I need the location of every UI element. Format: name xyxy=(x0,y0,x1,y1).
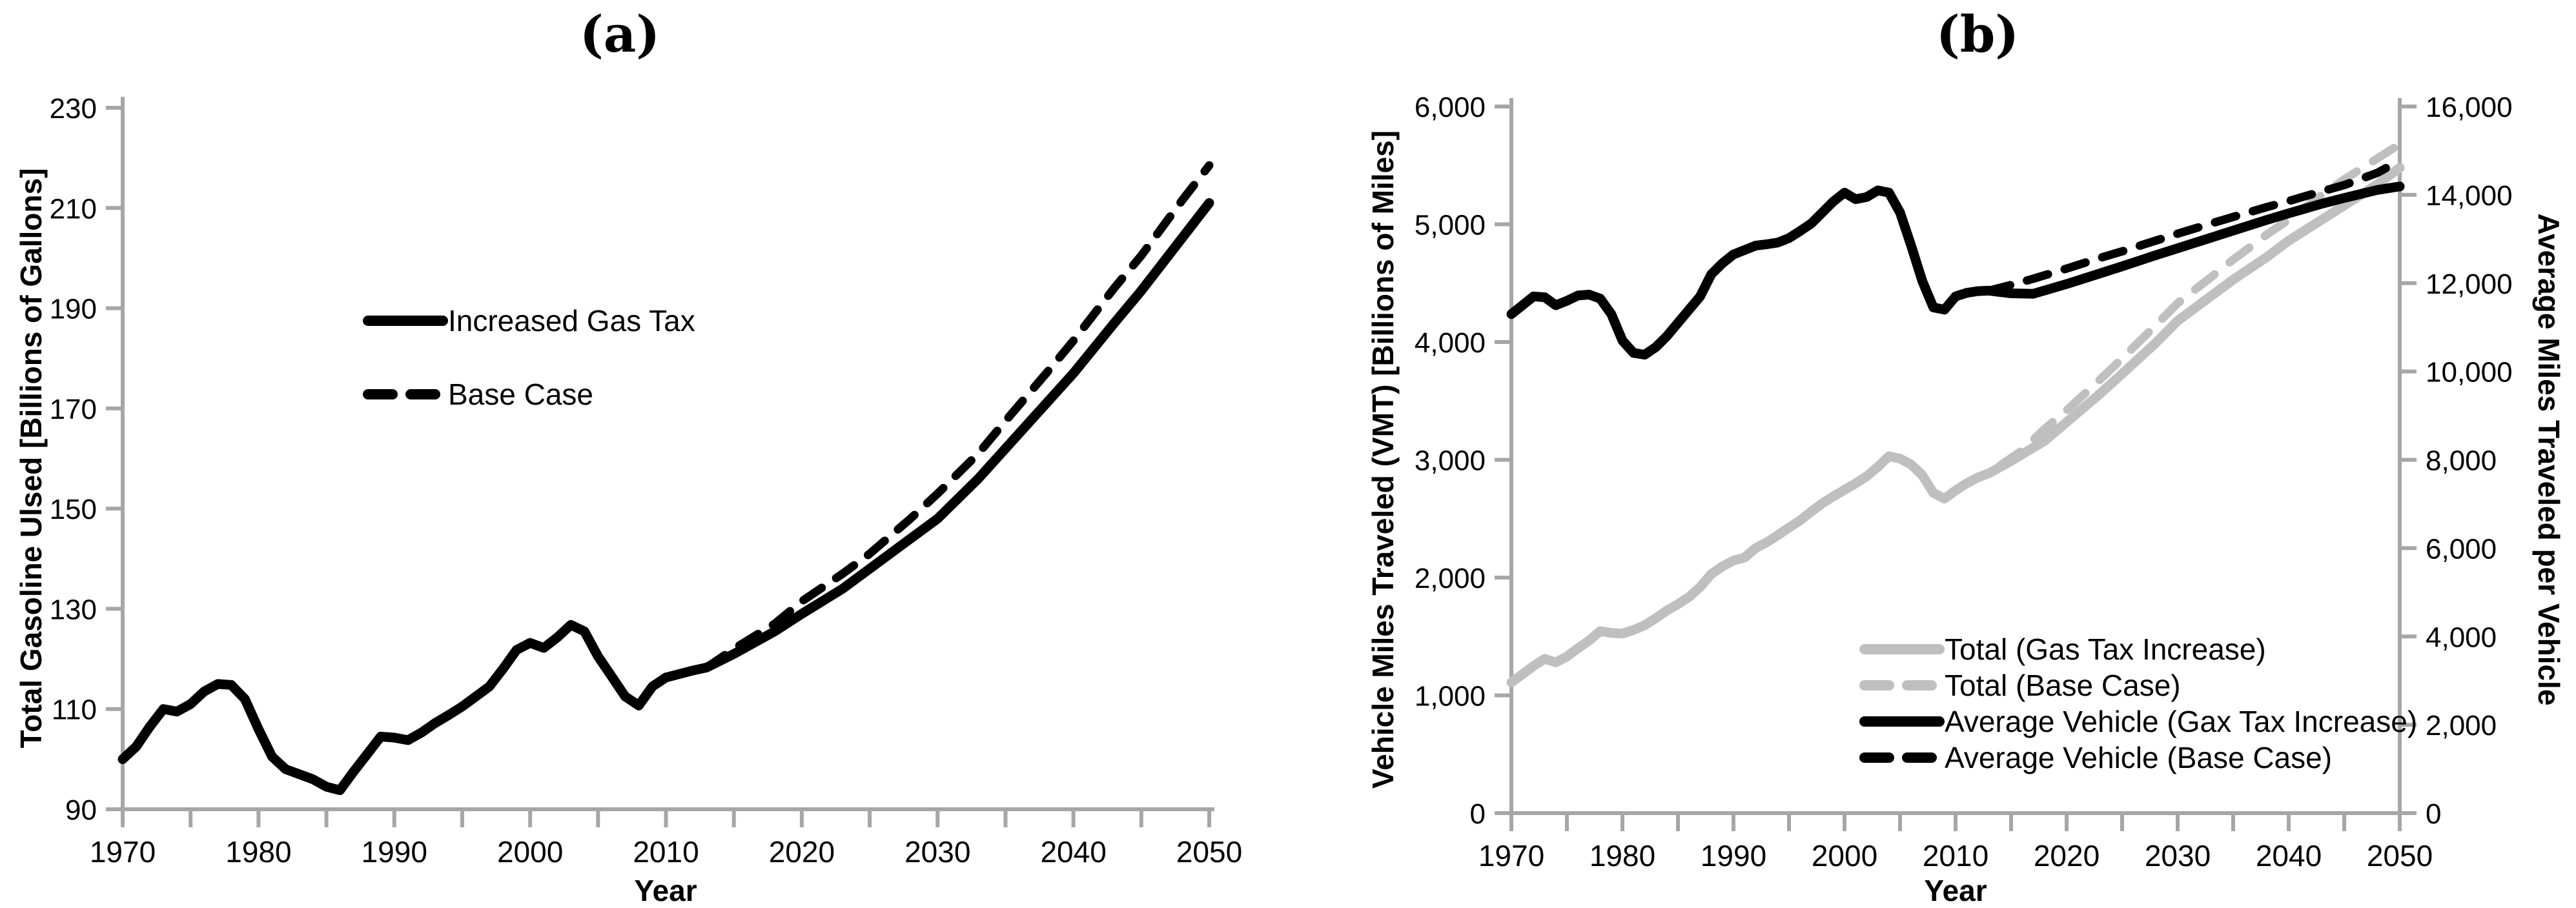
series-line-total-gas-tax-increase xyxy=(1506,163,2405,687)
right-y-tick-label: 14,000 xyxy=(2426,180,2513,212)
line-swatch-icon xyxy=(1859,716,1945,727)
y-tick-label: 170 xyxy=(50,394,97,425)
panel-a-x-axis-label: Year xyxy=(634,874,697,907)
series-line-average-vehicle-gax-tax-increase xyxy=(1506,181,2405,360)
panel-b-x-axis-label: Year xyxy=(1924,874,1987,907)
y-tick-label: 150 xyxy=(50,494,97,525)
x-tick-label: 1970 xyxy=(90,835,156,869)
legend-label: Average Vehicle (Base Case) xyxy=(1945,741,2333,774)
panel-b-legend: Total (Gas Tax Increase) Total (Base Case… xyxy=(1859,632,2417,777)
y-tick-label: 110 xyxy=(52,694,97,726)
x-tick-label: 2030 xyxy=(905,835,970,869)
right-y-tick-label: 0 xyxy=(2426,798,2441,830)
panel-a: 90 110 130 150 170 190 210 230 1970 1980 1990 2000 2… xyxy=(50,93,1243,869)
legend-label: Average Vehicle (Gax Tax Increase) xyxy=(1945,705,2418,738)
line-swatch-icon xyxy=(1859,680,1945,691)
x-tick-label: 2020 xyxy=(769,835,835,869)
right-y-tick-label: 2,000 xyxy=(2426,710,2497,742)
right-y-tick-label: 8,000 xyxy=(2426,445,2497,477)
legend-label: Base Case xyxy=(448,378,594,411)
right-y-tick-label: 6,000 xyxy=(2426,533,2497,565)
y-tick-label: 4,000 xyxy=(1415,327,1486,359)
series-line-base-case xyxy=(702,161,1214,672)
x-tick-label: 2010 xyxy=(1923,839,1988,873)
y-tick-label: 0 xyxy=(1470,798,1486,830)
line-swatch-icon xyxy=(363,316,448,326)
panel-b: 0 1,000 2,000 3,000 4,000 5,000 6,000 0 2,000 4,0… xyxy=(1415,92,2513,873)
panel-a-legend: Increased Gas Tax Base Case xyxy=(363,302,695,449)
x-tick-label: 1970 xyxy=(1478,839,1544,873)
line-swatch-icon xyxy=(363,389,448,399)
x-tick-label: 1980 xyxy=(1590,839,1655,873)
x-tick-label: 2030 xyxy=(2145,839,2211,873)
x-tick-label: 2010 xyxy=(633,835,699,869)
x-tick-label: 2000 xyxy=(497,835,563,869)
y-tick-label: 6,000 xyxy=(1415,92,1486,123)
x-tick-label: 2050 xyxy=(2367,839,2433,873)
legend-item: Average Vehicle (Gax Tax Increase) xyxy=(1859,705,2417,738)
y-tick-label: 230 xyxy=(50,93,97,125)
right-y-tick-label: 10,000 xyxy=(2426,357,2513,388)
right-y-tick-label: 12,000 xyxy=(2426,268,2513,300)
panel-b-title: (b) xyxy=(1936,5,2019,64)
legend-label: Total (Gas Tax Increase) xyxy=(1945,632,2266,666)
line-swatch-icon xyxy=(1859,644,1945,654)
panel-a-title: (a) xyxy=(579,5,660,64)
x-tick-label: 2000 xyxy=(1812,839,1877,873)
legend-item: Total (Gas Tax Increase) xyxy=(1859,632,2417,666)
x-tick-label: 1990 xyxy=(362,835,427,869)
y-tick-label: 5,000 xyxy=(1415,210,1486,241)
y-tick-label: 1,000 xyxy=(1415,681,1486,712)
right-y-tick-label: 4,000 xyxy=(2426,621,2497,653)
series-line-increased-gas-tax xyxy=(118,198,1214,795)
x-tick-label: 1990 xyxy=(1701,839,1766,873)
right-y-tick-label: 16,000 xyxy=(2426,92,2513,123)
line-swatch-icon xyxy=(1859,752,1945,763)
x-tick-label: 2040 xyxy=(1040,835,1106,869)
legend-item: Average Vehicle (Base Case) xyxy=(1859,741,2417,774)
y-tick-label: 2,000 xyxy=(1415,563,1486,594)
y-tick-label: 130 xyxy=(50,594,97,625)
x-tick-label: 2040 xyxy=(2256,839,2322,873)
legend-item: Total (Base Case) xyxy=(1859,669,2417,702)
series-line-average-vehicle-base-case xyxy=(1985,156,2404,295)
x-tick-label: 2020 xyxy=(2034,839,2100,873)
legend-item: Base Case xyxy=(363,376,695,413)
legend-label: Increased Gas Tax xyxy=(448,304,695,338)
y-tick-label: 190 xyxy=(50,294,97,325)
y-tick-label: 90 xyxy=(65,794,97,826)
legend-label: Total (Base Case) xyxy=(1945,669,2181,702)
x-tick-label: 1980 xyxy=(225,835,291,869)
legend-item: Increased Gas Tax xyxy=(363,302,695,339)
x-tick-label: 2050 xyxy=(1176,835,1242,869)
y-tick-label: 3,000 xyxy=(1415,445,1486,477)
y-tick-label: 210 xyxy=(50,193,97,225)
